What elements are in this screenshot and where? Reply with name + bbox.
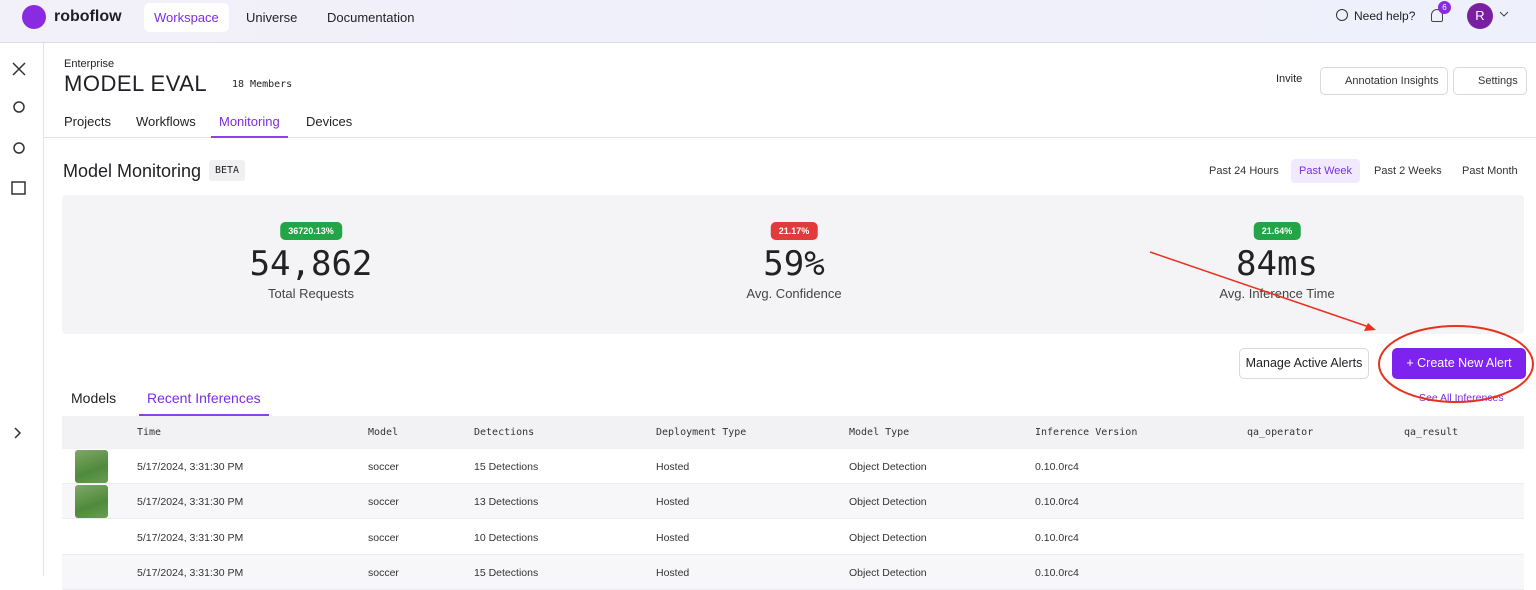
avatar[interactable]: R bbox=[1467, 3, 1493, 29]
beta-badge: BETA bbox=[209, 160, 246, 181]
change-badge: 21.17% bbox=[770, 222, 818, 240]
table-cell: Object Detection bbox=[849, 461, 927, 473]
table-cell: Hosted bbox=[656, 531, 690, 544]
subtab-active[interactable]: Recent Inferences bbox=[139, 390, 269, 416]
table-row bbox=[62, 449, 1524, 484]
settings-button[interactable]: Settings bbox=[1453, 67, 1527, 95]
table-row bbox=[62, 484, 1524, 520]
tab[interactable]: Devices bbox=[306, 114, 353, 129]
top-nav: roboflow Workspace Universe Documentatio… bbox=[0, 0, 1536, 43]
stat-value: 84ms bbox=[1236, 244, 1318, 284]
table-cell: 0.10.0rc4 bbox=[1035, 496, 1079, 509]
icon[interactable] bbox=[13, 101, 25, 113]
icon[interactable] bbox=[12, 62, 26, 76]
stat-label: Avg. Inference Time bbox=[1219, 286, 1335, 301]
table-cell: soccer bbox=[368, 531, 399, 544]
annotation-insights-button[interactable]: Annotation Insights bbox=[1320, 67, 1448, 95]
annotation-circle bbox=[1378, 325, 1534, 403]
icon[interactable] bbox=[13, 142, 25, 154]
change-badge: 36720.13% bbox=[280, 222, 342, 240]
column-header: Model Type bbox=[849, 427, 910, 438]
table-cell: Hosted bbox=[656, 461, 690, 473]
table-cell: 5/17/2024, 3:31:30 PM bbox=[137, 496, 244, 509]
table-cell: 13 Detections bbox=[474, 496, 539, 509]
sidebar bbox=[0, 43, 44, 576]
help-icon bbox=[1336, 9, 1348, 21]
column-header: Detections bbox=[474, 427, 535, 438]
table-cell: Hosted bbox=[656, 496, 690, 509]
sidebar-icons bbox=[11, 62, 26, 439]
annotation-arrowhead bbox=[1364, 323, 1376, 331]
stat-label: Avg. Confidence bbox=[746, 286, 842, 301]
table-cell: 5/17/2024, 3:31:30 PM bbox=[137, 531, 244, 544]
org: Enterprise bbox=[64, 58, 115, 70]
table-cell: Object Detection bbox=[849, 496, 927, 509]
column-header: qa_operator bbox=[1247, 427, 1314, 438]
create-alert-button[interactable]: + Create New Alert bbox=[1392, 348, 1526, 379]
icon[interactable] bbox=[11, 181, 26, 195]
subtab[interactable]: Models bbox=[71, 390, 117, 406]
table-cell: 0.10.0rc4 bbox=[1035, 531, 1079, 544]
chevron[interactable] bbox=[1499, 10, 1509, 18]
table-cell: soccer bbox=[368, 496, 399, 509]
table-cell: 0.10.0rc4 bbox=[1035, 461, 1079, 473]
brand[interactable]: roboflow bbox=[54, 8, 122, 25]
table-cell: 5/17/2024, 3:31:30 PM bbox=[137, 461, 244, 473]
stat-value: 54,862 bbox=[249, 244, 373, 284]
column-header: Deployment Type bbox=[656, 427, 747, 438]
column-header: Time bbox=[137, 427, 162, 438]
tab-active[interactable]: Monitoring bbox=[211, 114, 288, 138]
section-title: Model Monitoring bbox=[63, 161, 202, 181]
help-link[interactable]: Need help? bbox=[1354, 9, 1416, 23]
divider bbox=[44, 137, 1536, 138]
tab[interactable]: Projects bbox=[64, 114, 111, 129]
column-header: Inference Version bbox=[1035, 427, 1138, 438]
expand[interactable] bbox=[14, 427, 22, 439]
column-header: qa_result bbox=[1404, 427, 1459, 438]
annotation-overlay bbox=[1149, 251, 1534, 403]
table-cell: 10 Detections bbox=[474, 531, 539, 544]
nav-tab[interactable]: Documentation bbox=[327, 10, 415, 25]
annotation-arrow bbox=[1149, 251, 1373, 329]
notification-count: 6 bbox=[1438, 1, 1451, 14]
column-header: Model bbox=[368, 427, 399, 438]
thumbnail bbox=[75, 485, 108, 519]
table-cell: soccer bbox=[368, 461, 399, 473]
invite-button[interactable]: Invite bbox=[1276, 73, 1303, 85]
table-cell: Object Detection bbox=[849, 531, 927, 544]
nav-tab[interactable]: Workspace bbox=[144, 3, 229, 32]
range-button[interactable]: Past 2 Weeks bbox=[1374, 165, 1442, 177]
stats-panel bbox=[62, 195, 1524, 334]
tab[interactable]: Workflows bbox=[136, 114, 196, 129]
table-cell: 15 Detections bbox=[474, 461, 539, 473]
stat-value: 59% bbox=[763, 244, 825, 284]
bell-icon[interactable] bbox=[1431, 9, 1443, 22]
range-button-active[interactable]: Past Week bbox=[1291, 159, 1360, 183]
stat-label: Total Requests bbox=[268, 286, 354, 301]
range-button[interactable]: Past Month bbox=[1462, 165, 1518, 177]
table-row bbox=[62, 519, 1524, 555]
members[interactable]: 18 Members bbox=[232, 79, 293, 90]
change-badge: 21.64% bbox=[1253, 222, 1301, 240]
manage-alerts-button[interactable]: Manage Active Alerts bbox=[1239, 348, 1369, 379]
logo[interactable] bbox=[22, 5, 46, 29]
table-header bbox=[62, 416, 1524, 449]
workspace-title: MODEL EVAL bbox=[64, 71, 208, 96]
range-button[interactable]: Past 24 Hours bbox=[1209, 165, 1279, 177]
nav-tab[interactable]: Universe bbox=[246, 10, 298, 25]
thumbnail bbox=[75, 450, 108, 483]
